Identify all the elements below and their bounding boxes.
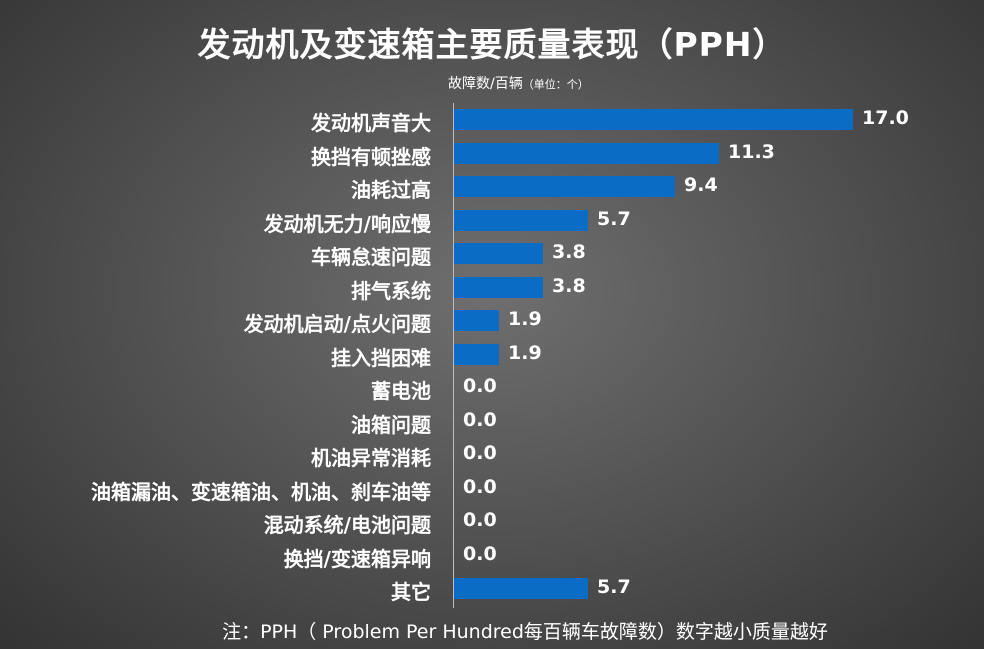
value-label: 3.8 — [552, 241, 586, 263]
value-label: 11.3 — [728, 140, 775, 163]
bar — [454, 209, 588, 231]
footnote: 注：PPH（ Problem Per Hundred每百辆车故障数）数字越小质量… — [222, 621, 828, 643]
value-label: 0.0 — [463, 442, 497, 464]
value-label: 17.0 — [862, 107, 909, 129]
category-label: 发动机声音大 — [311, 111, 431, 135]
category-label: 油耗过高 — [351, 178, 431, 202]
value-label: 5.7 — [597, 207, 631, 230]
bar-row: 蓄电池 0.0 — [0, 371, 984, 405]
value-label: 0.0 — [463, 408, 497, 431]
bar-row: 油箱漏油、变速箱油、机油、刹车油等 0.0 — [0, 472, 984, 506]
category-label: 挂入挡困难 — [331, 345, 431, 370]
bar — [454, 142, 719, 164]
bar-row: 挂入挡困难 1.9 — [0, 338, 984, 372]
bar — [454, 243, 543, 264]
bar — [454, 310, 499, 331]
bar-row: 发动机无力/响应慢 5.7 — [0, 204, 984, 238]
bar-row: 换挡/变速箱异响 0.0 — [0, 539, 984, 573]
bar — [454, 343, 499, 365]
category-label: 车辆怠速问题 — [311, 245, 431, 269]
value-label: 0.0 — [463, 475, 497, 498]
category-label: 换挡有顿挫感 — [311, 144, 431, 169]
unit-label-note: （单位：个） — [522, 78, 589, 91]
bar — [454, 109, 853, 130]
value-label: 9.4 — [684, 174, 718, 196]
bar-row: 其它 5.7 — [0, 572, 984, 606]
category-label: 机油异常消耗 — [311, 446, 431, 470]
value-label: 1.9 — [508, 341, 542, 364]
unit-label-main: 故障数/百辆 — [448, 76, 523, 92]
chart-title: 发动机及变速箱主要质量表现（PPH） — [197, 25, 787, 64]
category-label: 发动机无力/响应慢 — [263, 211, 431, 236]
bar-row: 换挡有顿挫感 11.3 — [0, 137, 984, 171]
value-label: 0.0 — [463, 375, 497, 397]
category-label: 排气系统 — [351, 278, 431, 303]
value-label: 0.0 — [463, 542, 497, 565]
bar-row: 发动机声音大 17.0 — [0, 103, 984, 137]
category-label: 蓄电池 — [371, 379, 431, 403]
category-label: 油箱问题 — [351, 412, 431, 437]
value-label: 5.7 — [597, 576, 631, 598]
category-label: 换挡/变速箱异响 — [283, 546, 431, 571]
bar — [454, 276, 543, 298]
bar-row: 排气系统 3.8 — [0, 271, 984, 305]
bar-row: 车辆怠速问题 3.8 — [0, 237, 984, 271]
bar-row: 机油异常消耗 0.0 — [0, 438, 984, 472]
bar — [454, 176, 675, 197]
category-label: 混动系统/电池问题 — [263, 513, 431, 537]
unit-label: 故障数/百辆（单位：个） — [448, 73, 589, 93]
value-label: 1.9 — [508, 308, 542, 330]
category-label: 发动机启动/点火问题 — [243, 312, 431, 336]
bar-row: 油箱问题 0.0 — [0, 405, 984, 439]
bar-row: 发动机启动/点火问题 1.9 — [0, 304, 984, 338]
bar-row: 混动系统/电池问题 0.0 — [0, 505, 984, 539]
category-label: 油箱漏油、变速箱油、机油、刹车油等 — [91, 479, 431, 504]
category-axis-line — [453, 103, 454, 608]
bar — [454, 578, 588, 599]
value-label: 3.8 — [552, 274, 586, 297]
bar-row: 油耗过高 9.4 — [0, 170, 984, 204]
value-label: 0.0 — [463, 509, 497, 531]
category-label: 其它 — [391, 580, 431, 604]
